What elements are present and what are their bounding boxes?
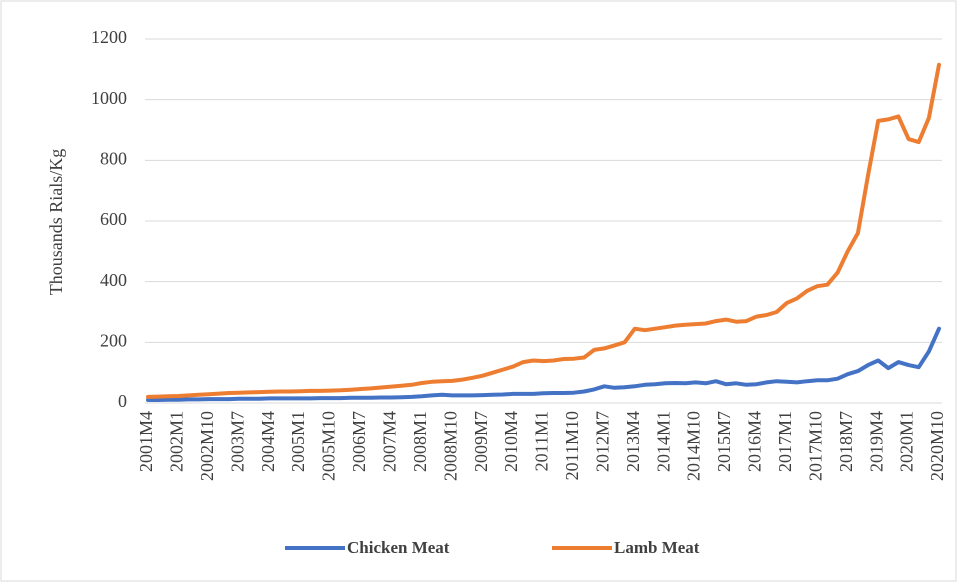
x-tick-label: 2005M10 <box>319 411 339 481</box>
x-tick-label: 2017M10 <box>805 411 825 481</box>
x-tick-label: 2017M1 <box>775 411 795 472</box>
x-tick-label: 2015M7 <box>714 411 734 472</box>
x-tick-label: 2006M7 <box>349 411 369 472</box>
y-tick-label: 0 <box>118 391 127 411</box>
x-tick-label: 2014M1 <box>653 411 673 472</box>
x-tick-label: 2003M7 <box>227 411 247 472</box>
x-tick-label: 2002M10 <box>197 411 217 481</box>
x-tick-label: 2020M10 <box>927 411 947 481</box>
x-tick-label: 2011M1 <box>532 411 552 471</box>
x-tick-label: 2020M1 <box>897 411 917 472</box>
x-tick-label: 2013M4 <box>623 411 643 472</box>
x-tick-label: 2004M4 <box>258 411 278 472</box>
x-tick-label: 2008M10 <box>440 411 460 481</box>
y-tick-label: 600 <box>100 209 127 229</box>
x-tick-label: 2001M4 <box>136 411 156 472</box>
line-series <box>146 326 941 402</box>
x-tick-label: 2009M7 <box>471 411 491 472</box>
x-tick-label: 2005M1 <box>288 411 308 472</box>
x-tick-label: 2011M10 <box>562 411 582 480</box>
legend-label: Chicken Meat <box>347 538 450 557</box>
y-tick-label: 1200 <box>91 27 127 47</box>
x-tick-label: 2016M4 <box>745 411 765 472</box>
y-tick-label: 200 <box>100 330 127 350</box>
legend-label: Lamb Meat <box>614 538 700 557</box>
x-tick-label: 2018M7 <box>836 411 856 472</box>
x-tick-label: 2008M1 <box>410 411 430 472</box>
y-tick-label: 800 <box>100 148 127 168</box>
x-tick-label: 2019M4 <box>866 411 886 472</box>
x-tick-label: 2014M10 <box>684 411 704 481</box>
x-tick-label: 2010M4 <box>501 411 521 472</box>
x-tick-label: 2002M1 <box>167 411 187 472</box>
y-axis-title: Thousands Rials/Kg <box>46 149 66 296</box>
x-tick-label: 2012M7 <box>592 411 612 472</box>
y-tick-label: 400 <box>100 270 127 290</box>
y-tick-label: 1000 <box>91 88 127 108</box>
x-tick-label: 2007M4 <box>380 411 400 472</box>
line-series <box>146 62 941 399</box>
